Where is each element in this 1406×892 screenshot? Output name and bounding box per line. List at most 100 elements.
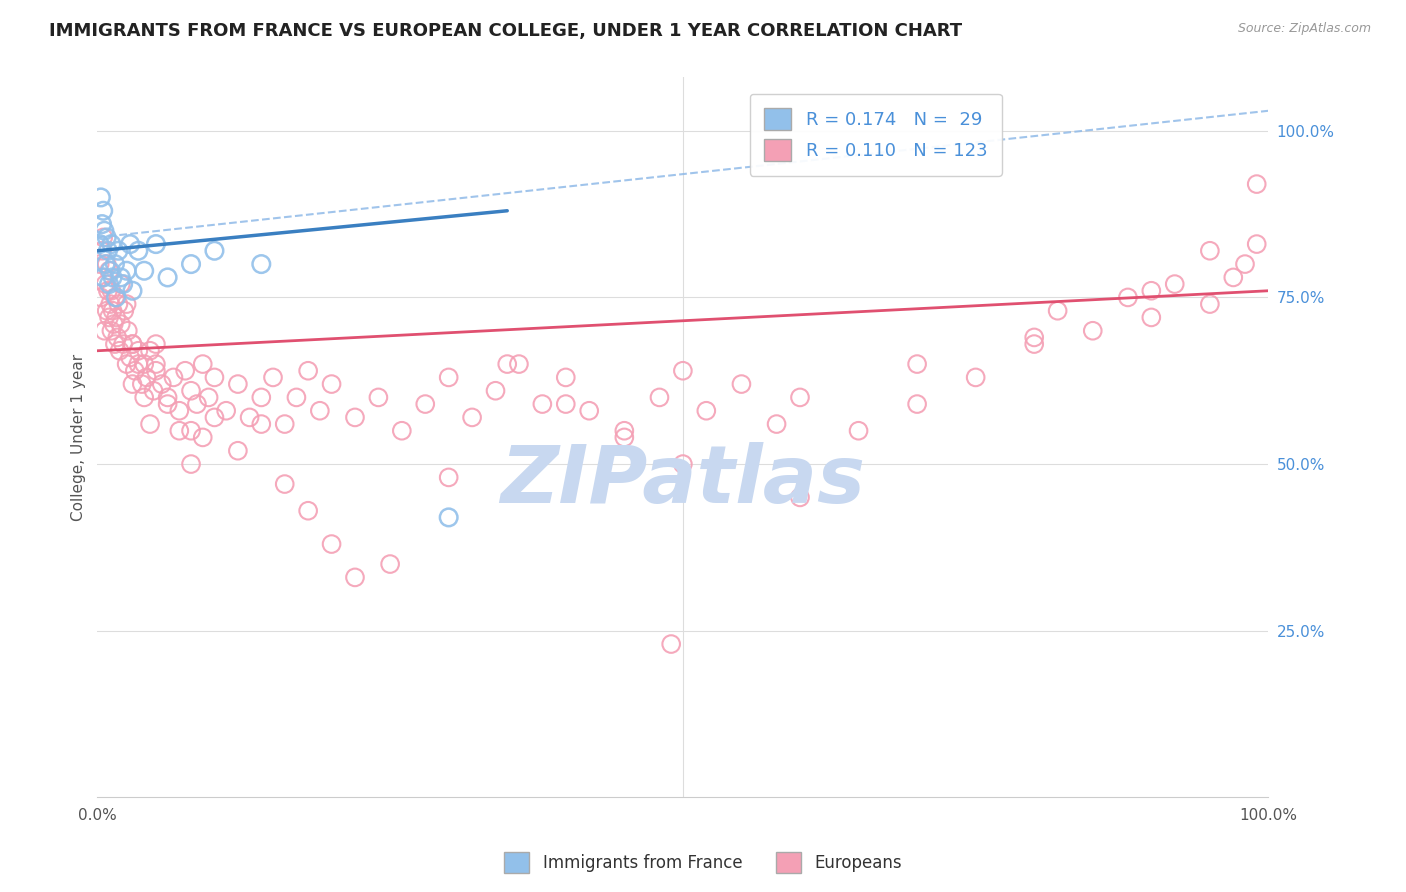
Point [180, 457, 202, 471]
Point [274, 417, 297, 431]
Point [191, 357, 214, 371]
Point [127, 244, 149, 258]
Point [226, 443, 249, 458]
Point [1024, 330, 1046, 344]
Point [120, 237, 142, 252]
Point [367, 391, 389, 405]
Point [905, 397, 928, 411]
Point [121, 377, 143, 392]
Point [104, 337, 127, 351]
Point [139, 343, 162, 358]
Point [197, 391, 219, 405]
Point [321, 537, 343, 551]
Point [97, 284, 120, 298]
Point [93, 224, 115, 238]
Point [169, 424, 191, 438]
Legend: R = 0.174   N =  29, R = 0.110   N = 123: R = 0.174 N = 29, R = 0.110 N = 123 [749, 94, 1001, 176]
Point [115, 297, 138, 311]
Point [1233, 257, 1256, 271]
Text: Source: ZipAtlas.com: Source: ZipAtlas.com [1237, 22, 1371, 36]
Point [97, 244, 120, 258]
Point [1140, 310, 1163, 325]
Point [613, 424, 636, 438]
Point [91, 203, 114, 218]
Point [91, 244, 114, 258]
Point [965, 370, 987, 384]
Point [110, 270, 132, 285]
Point [121, 337, 143, 351]
Point [191, 430, 214, 444]
Point [226, 377, 249, 392]
Point [91, 270, 114, 285]
Point [91, 230, 114, 244]
Point [150, 377, 173, 392]
Point [1046, 303, 1069, 318]
Point [672, 457, 695, 471]
Point [186, 397, 208, 411]
Point [343, 570, 366, 584]
Point [91, 270, 114, 285]
Point [180, 424, 202, 438]
Point [98, 264, 121, 278]
Point [89, 237, 111, 252]
Point [124, 364, 146, 378]
Point [297, 364, 319, 378]
Point [204, 370, 226, 384]
Point [1164, 277, 1187, 291]
Point [115, 357, 138, 371]
Point [104, 257, 127, 271]
Point [134, 264, 156, 278]
Point [695, 403, 717, 417]
Point [127, 343, 149, 358]
Point [1199, 297, 1222, 311]
Point [343, 410, 366, 425]
Point [142, 384, 165, 398]
Point [848, 424, 870, 438]
Point [648, 391, 671, 405]
Point [496, 357, 519, 371]
Point [578, 403, 600, 417]
Point [789, 491, 811, 505]
Point [204, 244, 226, 258]
Point [145, 364, 167, 378]
Point [156, 391, 179, 405]
Point [108, 343, 131, 358]
Point [274, 477, 297, 491]
Point [730, 377, 752, 392]
Text: IMMIGRANTS FROM FRANCE VS EUROPEAN COLLEGE, UNDER 1 YEAR CORRELATION CHART: IMMIGRANTS FROM FRANCE VS EUROPEAN COLLE… [49, 22, 962, 40]
Point [93, 324, 115, 338]
Point [1222, 270, 1244, 285]
Point [174, 364, 197, 378]
Point [169, 403, 191, 417]
Point [1116, 290, 1139, 304]
Point [96, 230, 118, 244]
Point [98, 264, 121, 278]
Point [391, 424, 413, 438]
Point [101, 270, 124, 285]
Point [262, 370, 284, 384]
Point [103, 317, 125, 331]
Point [107, 297, 129, 311]
Point [101, 303, 124, 318]
Point [285, 391, 308, 405]
Point [90, 190, 112, 204]
Point [131, 377, 153, 392]
Point [250, 391, 273, 405]
Point [94, 257, 117, 271]
Point [308, 403, 330, 417]
Point [110, 277, 132, 291]
Point [104, 290, 127, 304]
Point [508, 357, 530, 371]
Point [554, 370, 576, 384]
Point [117, 324, 139, 338]
Point [107, 244, 129, 258]
Point [378, 557, 401, 571]
Point [100, 284, 122, 298]
Point [215, 403, 238, 417]
Point [156, 270, 179, 285]
Point [531, 397, 554, 411]
Point [100, 324, 122, 338]
Point [659, 637, 682, 651]
Point [135, 370, 157, 384]
Point [91, 217, 114, 231]
